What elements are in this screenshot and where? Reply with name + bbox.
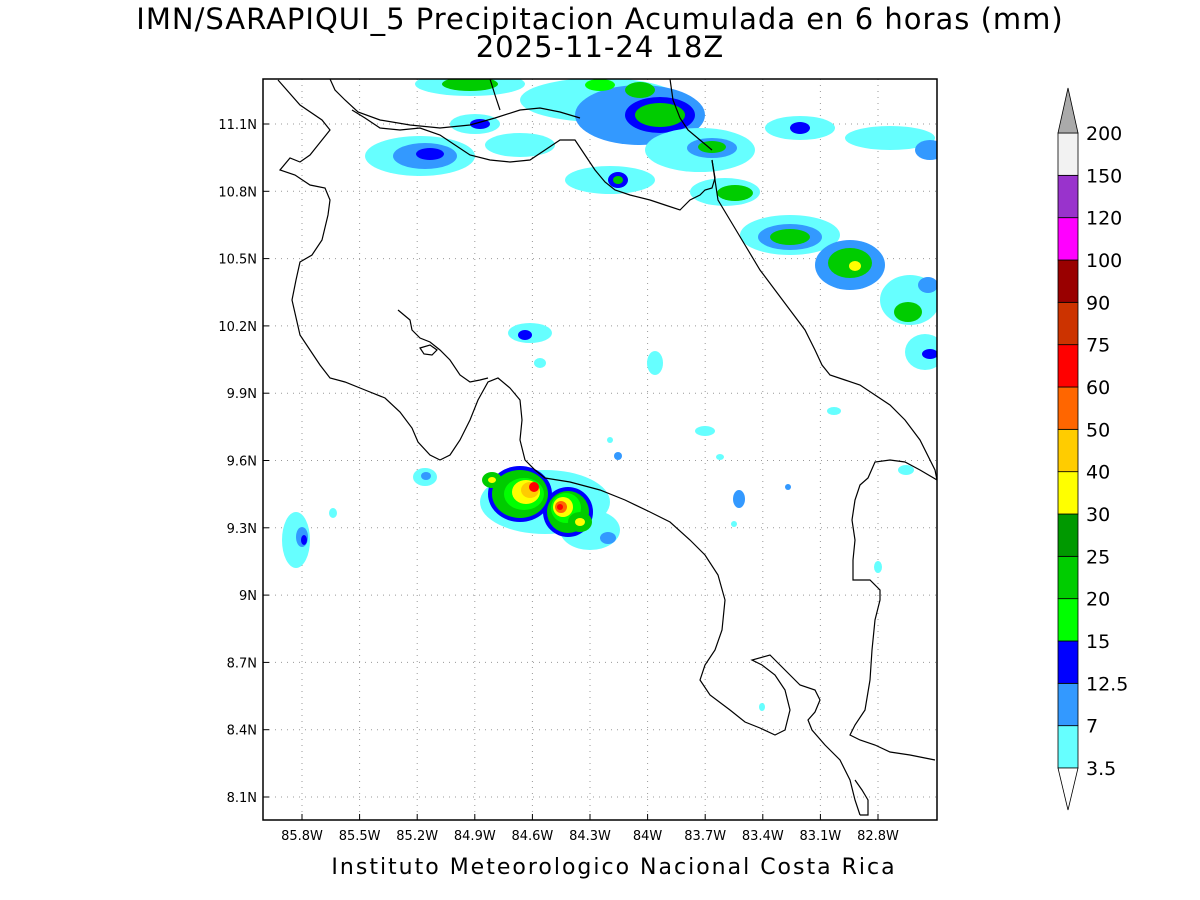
x-tick-label: 85.8W [281, 829, 323, 844]
y-tick-label: 9.9N [227, 387, 257, 402]
colorbar-swatch [1057, 174, 1079, 219]
colorbar-level-label: 40 [1086, 462, 1110, 484]
colorbar-level-label: 75 [1086, 335, 1110, 357]
x-tick-label: 84.3W [569, 829, 611, 844]
colorbar-bottom-arrow [1057, 767, 1079, 811]
colorbar-swatch [1057, 725, 1079, 769]
eastern-shore [669, 79, 713, 151]
colorbar-level-label: 120 [1086, 208, 1122, 230]
x-tick-label: 85.5W [339, 829, 381, 844]
y-tick-label: 8.4N [227, 724, 257, 739]
nicaragua-pacific-coast [277, 79, 861, 816]
colorbar-level-label: 7 [1086, 716, 1098, 738]
x-tick-label: 84W [633, 829, 663, 844]
lake-inner-line [489, 79, 501, 111]
precip-cluster-north [365, 79, 937, 370]
plot-frame [262, 78, 938, 821]
nicoya-inner-coast [397, 309, 489, 383]
colorbar-level-label: 100 [1086, 250, 1122, 272]
colorbar-level-label: 3.5 [1086, 758, 1116, 780]
panama-border [849, 459, 937, 761]
caribbean-coast [711, 159, 937, 481]
x-tick-label: 82.8W [857, 829, 899, 844]
y-axis: 11.1N 10.8N 10.5N 10.2N 9.9N 9.6N 9.3N 9N 8.7N 8.… [218, 118, 269, 806]
colorbar-swatch [1057, 301, 1079, 346]
colorbar-swatch [1057, 513, 1079, 557]
x-tick-label: 85.2W [396, 829, 438, 844]
coastlines-borders [277, 79, 937, 816]
colorbar-swatch [1057, 344, 1079, 388]
colorbar-level-label: 20 [1086, 589, 1110, 611]
x-tick-label: 83.1W [799, 829, 841, 844]
colorbar-swatch [1057, 598, 1079, 642]
colorbar-swatch [1057, 217, 1079, 261]
nicaragua-costa-rica-border [351, 109, 716, 211]
colorbar-swatch [1057, 682, 1079, 727]
x-tick-label: 84.9W [454, 829, 496, 844]
map-subtitle-datetime: 2025-11-24 18Z [475, 30, 725, 64]
precip-cluster-central-pacific [480, 466, 620, 550]
colorbar-swatch [1057, 132, 1079, 176]
colorbar-swatch [1057, 640, 1079, 684]
x-tick-label: 83.4W [742, 829, 784, 844]
precipitation-field [282, 79, 937, 711]
colorbar-level-label: 150 [1086, 165, 1122, 187]
y-tick-label: 8.7N [227, 656, 257, 671]
colorbar-level-label: 60 [1086, 377, 1110, 399]
x-axis: 85.8W 85.5W 85.2W 84.9W 84.6W 84.3W 84W 83.7W 83… [281, 814, 899, 844]
colorbar-swatch [1057, 471, 1079, 515]
x-tick-label: 84.6W [511, 829, 553, 844]
y-tick-label: 9N [239, 589, 257, 604]
colorbar-swatch [1057, 555, 1079, 600]
y-tick-label: 9.3N [227, 522, 257, 537]
colorbar-legend: 3.5 7 12.5 15 20 25 30 40 50 60 75 90 100 120 150 200 [1057, 87, 1128, 811]
colorbar-top-arrow [1057, 87, 1079, 134]
footer-credit: Instituto Meteorologico Nacional Costa R… [331, 855, 897, 880]
y-tick-label: 10.2N [218, 320, 257, 335]
colorbar-level-label: 200 [1086, 123, 1122, 145]
colorbar-level-label: 90 [1086, 292, 1110, 314]
y-tick-label: 10.8N [218, 185, 257, 200]
x-tick-label: 83.7W [684, 829, 726, 844]
precip-cluster-central [282, 323, 914, 711]
colorbar-swatch [1057, 259, 1079, 303]
y-tick-label: 8.1N [227, 791, 257, 806]
y-tick-label: 10.5N [218, 253, 257, 268]
island [419, 344, 438, 356]
colorbar-level-label: 15 [1086, 631, 1110, 653]
map-title: IMN/SARAPIQUI_5 Precipitacion Acumulada … [136, 2, 1064, 36]
colorbar-level-label: 12.5 [1086, 673, 1128, 695]
colorbar-level-label: 50 [1086, 419, 1110, 441]
y-tick-label: 9.6N [227, 455, 257, 470]
colorbar-level-label: 25 [1086, 546, 1110, 568]
y-tick-label: 11.1N [218, 118, 257, 133]
colorbar-swatch [1057, 386, 1079, 430]
colorbar-level-label: 30 [1086, 504, 1110, 526]
colorbar-swatch [1057, 428, 1079, 473]
southern-coast [854, 779, 869, 816]
lake-nicaragua-shore [329, 79, 581, 129]
